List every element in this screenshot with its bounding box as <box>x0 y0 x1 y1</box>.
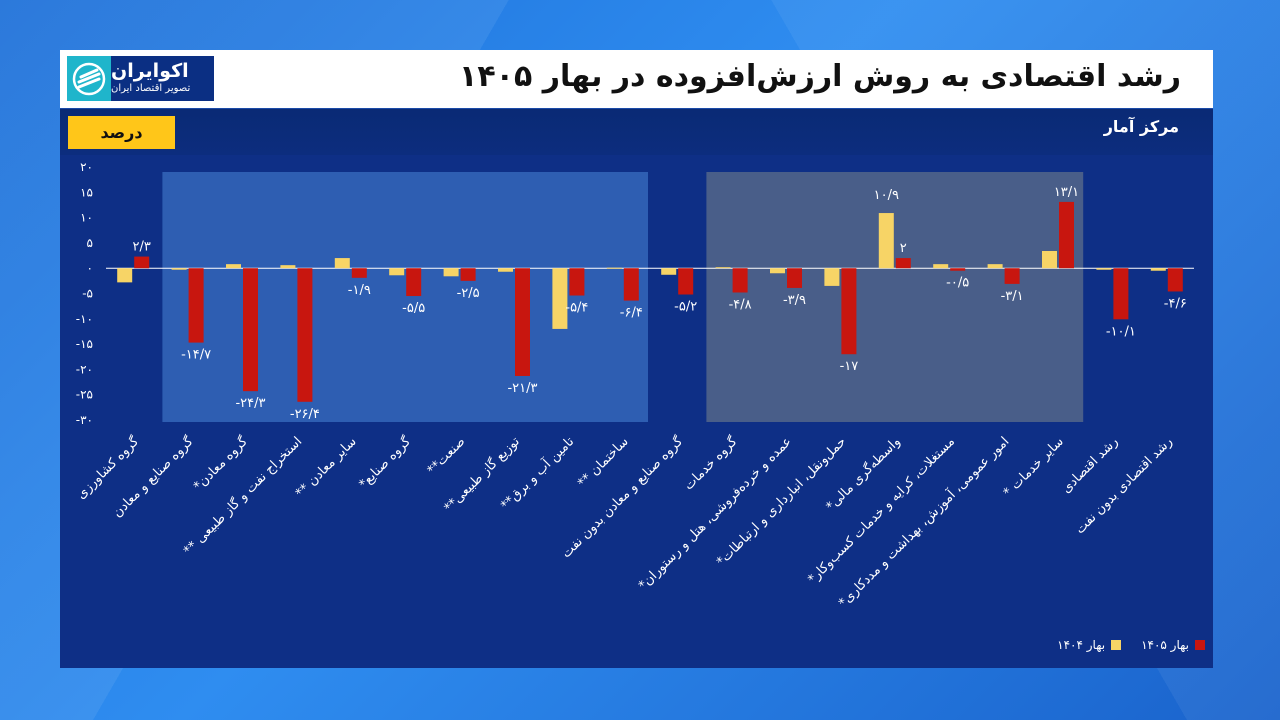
value-label-1405: -۵/۴ <box>565 301 588 316</box>
bar-1404 <box>334 258 350 269</box>
bar-1404 <box>661 268 677 275</box>
ecoiran-logo: اکوایران تصویر اقتصاد ایران <box>67 56 214 101</box>
bar-1405 <box>950 268 966 271</box>
bar-1405 <box>1004 268 1020 284</box>
bar-1404 <box>878 213 894 269</box>
bar-1405 <box>460 268 476 281</box>
value-label-1405: -۲۴/۳ <box>235 396 265 411</box>
legend-label-1404: بهار ۱۴۰۴ <box>1057 638 1106 652</box>
value-label-1405: ۲ <box>900 241 907 256</box>
y-tick-label: -۳۰ <box>76 413 93 427</box>
category-label: ** ساختمان <box>575 434 632 491</box>
value-label-1405: -۴/۸ <box>729 297 752 312</box>
category-label: گروه خدمات <box>681 433 741 493</box>
bar-1404 <box>715 267 731 269</box>
value-label-1405: -۴/۶ <box>1164 296 1187 311</box>
bar-1405 <box>406 268 422 297</box>
value-label-1405: -۲۶/۴ <box>290 407 320 422</box>
legend-swatch-1405 <box>1195 640 1205 650</box>
y-tick-label: ۱۰ <box>80 211 93 225</box>
y-tick-label: ۱۵ <box>80 185 93 199</box>
highlight-panel-2 <box>706 172 1084 422</box>
bar-1404 <box>171 268 187 270</box>
value-label-1405: -۵/۵ <box>402 301 425 316</box>
chart-legend: بهار ۱۴۰۵ بهار ۱۴۰۴ <box>1057 638 1205 652</box>
bar-1405 <box>895 258 911 269</box>
value-label-1405: ۱۳/۱ <box>1054 185 1079 200</box>
bar-1404 <box>552 268 568 329</box>
bar-1404 <box>443 268 459 277</box>
source-band: درصد مرکز آمار <box>60 108 1213 155</box>
bar-1405 <box>297 268 313 402</box>
bar-1404 <box>1150 268 1166 271</box>
chart-card: اکوایران تصویر اقتصاد ایران رشد اقتصادی … <box>60 50 1213 668</box>
value-label-1405: -۵/۲ <box>674 300 697 315</box>
bar-1405 <box>515 268 530 376</box>
bar-1404 <box>226 264 241 269</box>
bar-1404 <box>987 264 1003 269</box>
value-label-1405: -۱۰/۱ <box>1106 324 1136 339</box>
bar-1405 <box>1113 268 1129 320</box>
logo-tagline: تصویر اقتصاد ایران <box>111 83 191 94</box>
bar-1405 <box>623 268 639 301</box>
category-label: *گروه معادن <box>190 433 251 494</box>
bar-1405 <box>1167 268 1183 292</box>
value-label-1405: -۲۱/۳ <box>507 381 537 396</box>
page-title: رشد اقتصادی به روش ارزش‌افزوده در بهار ۱… <box>459 59 1181 94</box>
y-tick-label: -۲۵ <box>76 388 93 402</box>
value-label-1405: -۳/۱ <box>1001 289 1024 304</box>
category-label: **صنعت <box>425 434 469 478</box>
bar-1405 <box>243 268 258 392</box>
category-label: رشد اقتصادی بدون نفت <box>1073 434 1176 537</box>
bar-1405 <box>1059 201 1074 269</box>
bar-1404 <box>770 268 785 274</box>
value-label-1405: -۱۴/۷ <box>181 348 211 363</box>
bar-1404 <box>1042 250 1057 269</box>
y-tick-label: -۲۰ <box>76 362 93 376</box>
y-tick-label: ۰ <box>87 261 93 275</box>
highlight-panel-1 <box>162 172 648 422</box>
value-label-1404: ۱۰/۹ <box>874 188 899 203</box>
legend-swatch-1404 <box>1111 640 1122 650</box>
bar-1404 <box>498 268 513 272</box>
bar-1404 <box>824 268 840 286</box>
y-tick-label: ۲۰ <box>80 160 93 174</box>
bar-1405 <box>188 268 204 343</box>
logo-name: اکوایران <box>111 60 189 82</box>
logo-mark-icon <box>67 56 111 101</box>
y-tick-label: -۱۰ <box>76 312 93 326</box>
bar-1404 <box>606 267 622 269</box>
bar-1405 <box>841 268 857 355</box>
value-label-1405: -۱/۹ <box>348 283 371 298</box>
bar-1405 <box>351 268 367 278</box>
bar-1404 <box>280 265 296 269</box>
bar-1405 <box>134 256 150 269</box>
unit-badge: درصد <box>68 116 175 149</box>
value-label-1405: -۶/۴ <box>620 306 643 321</box>
legend-label-1405: بهار ۱۴۰۵ <box>1141 638 1189 652</box>
value-label-1405: -۰/۵ <box>946 276 969 291</box>
bar-1404 <box>933 264 949 269</box>
value-label-1405: -۳/۹ <box>783 293 806 308</box>
bar-1404 <box>117 268 133 283</box>
source-label: مرکز آمار <box>1103 117 1179 136</box>
header-bar: اکوایران تصویر اقتصاد ایران رشد اقتصادی … <box>60 50 1213 108</box>
value-label-1405: ۲/۳ <box>133 240 151 255</box>
y-tick-label: -۱۵ <box>76 337 93 351</box>
y-tick-label: -۵ <box>82 287 93 301</box>
legend-item-1404: بهار ۱۴۰۴ <box>1057 638 1122 652</box>
bar-1404 <box>1096 268 1112 270</box>
bar-1405 <box>732 268 748 293</box>
y-tick-label: ۵ <box>87 236 93 250</box>
value-label-1405: -۱۷ <box>840 359 859 374</box>
bar-1404 <box>389 268 405 276</box>
bar-1405 <box>569 268 585 296</box>
value-label-1405: -۲/۵ <box>457 286 480 301</box>
category-label: *گروه صنایع <box>356 433 415 492</box>
bar-1405 <box>678 268 694 295</box>
bar-1405 <box>787 268 802 288</box>
legend-item-1405: بهار ۱۴۰۵ <box>1141 638 1205 652</box>
